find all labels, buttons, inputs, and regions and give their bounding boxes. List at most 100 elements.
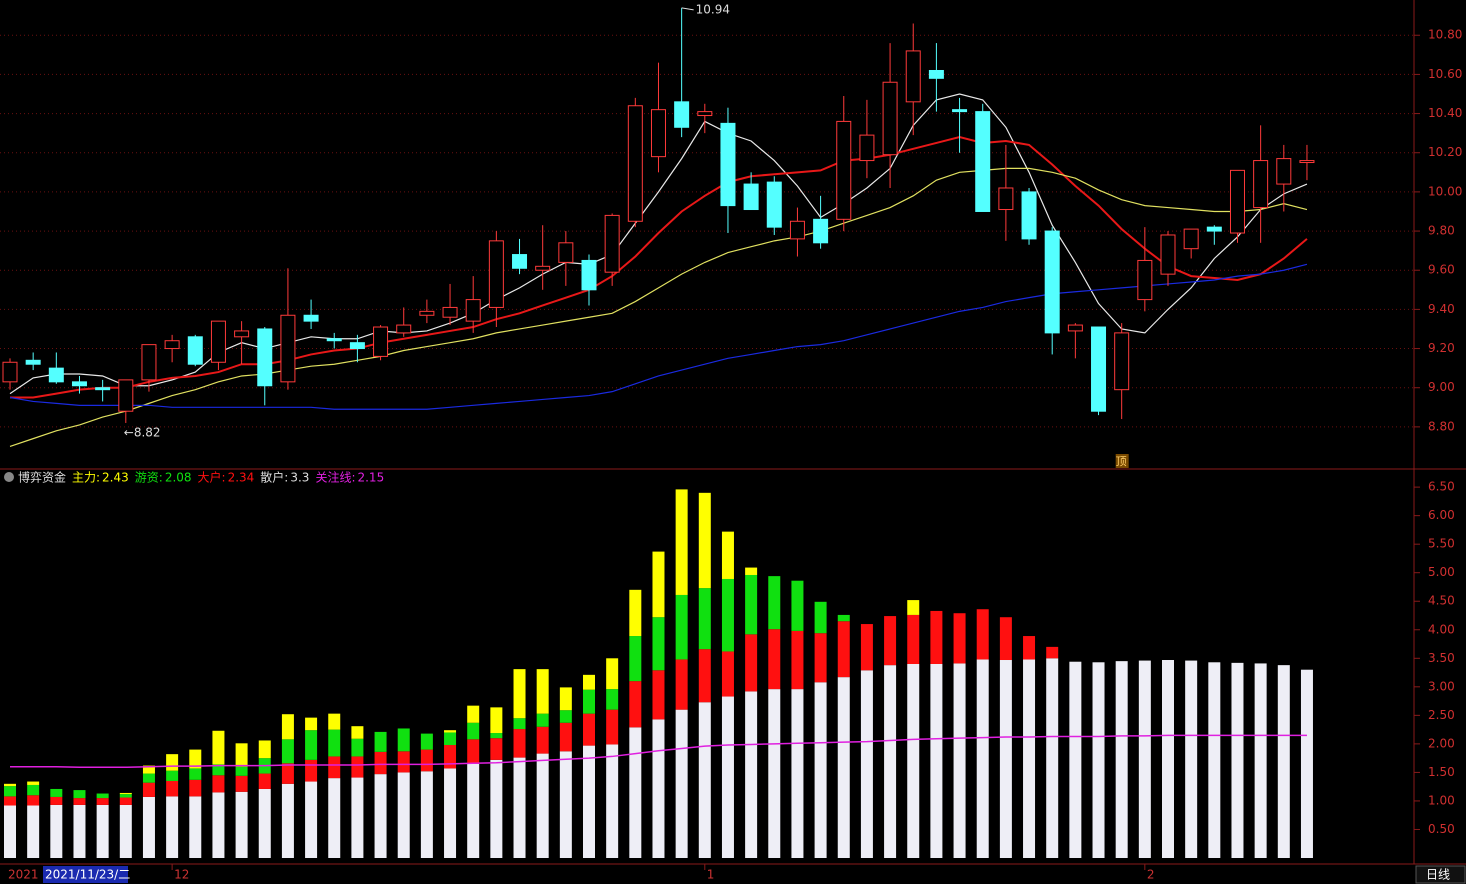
- bar-segment: [745, 567, 758, 575]
- bar-segment: [745, 691, 758, 858]
- bar-segment: [583, 689, 595, 714]
- bar-segment: [629, 636, 642, 682]
- y-tick-label: 3.00: [1428, 679, 1455, 693]
- bar-segment: [490, 707, 503, 734]
- bar-segment: [50, 788, 63, 797]
- bar-segment: [27, 784, 40, 796]
- bar-segment: [1277, 665, 1290, 858]
- bar-segment: [1162, 660, 1174, 858]
- y-tick-label: 1.00: [1428, 793, 1455, 807]
- bar-segment: [189, 768, 202, 780]
- bar-segment: [1300, 669, 1313, 858]
- y-tick-label: 1.50: [1428, 765, 1455, 779]
- bar-segment: [119, 792, 132, 795]
- y-tick-label: 6.50: [1428, 480, 1455, 494]
- bar-segment: [258, 773, 271, 789]
- bar-segment: [536, 669, 549, 714]
- y-tick-label: 9.00: [1428, 380, 1455, 394]
- bar-segment: [27, 781, 40, 785]
- candle-body: [650, 109, 666, 158]
- candle-body: [905, 50, 921, 103]
- candle-body: [1091, 326, 1107, 412]
- bar-segment: [467, 763, 480, 858]
- bar-segment: [652, 551, 665, 618]
- bar-segment: [351, 738, 364, 757]
- y-tick-label: 5.00: [1428, 565, 1455, 579]
- candle-body: [71, 381, 87, 387]
- bar-segment: [4, 786, 16, 797]
- bar-segment: [745, 634, 758, 692]
- y-tick-label: 9.80: [1428, 224, 1455, 238]
- bar-segment: [490, 738, 503, 760]
- legend-value: 2.08: [165, 471, 192, 485]
- bar-segment: [814, 601, 827, 634]
- bar-segment: [675, 594, 688, 660]
- y-tick-label: 9.60: [1428, 263, 1455, 277]
- candle-body: [535, 265, 551, 271]
- bar-segment: [559, 751, 572, 858]
- bar-segment: [281, 739, 294, 764]
- candle-body: [743, 183, 759, 211]
- max-label: 10.94: [696, 2, 730, 16]
- candle-body: [419, 310, 435, 316]
- bar-segment: [212, 775, 225, 793]
- candle-body: [234, 330, 250, 338]
- bar-segment: [629, 727, 642, 858]
- candle-body: [836, 120, 852, 220]
- moving-average: [9, 167, 1308, 448]
- candle-body: [2, 361, 18, 383]
- bar-segment: [513, 757, 526, 858]
- bar-segment: [791, 630, 804, 690]
- max-pointer: [681, 7, 694, 11]
- period-button[interactable]: [1415, 865, 1466, 884]
- legend-name: 大户:: [198, 470, 226, 485]
- y-tick-label: 9.40: [1428, 302, 1455, 316]
- bar-segment: [444, 745, 457, 769]
- bar-segment: [837, 614, 850, 622]
- candle-body: [280, 314, 296, 383]
- bar-segment: [96, 798, 109, 805]
- x-tick-label: 12: [174, 868, 189, 882]
- bar-segment: [999, 617, 1012, 661]
- candle-body: [1114, 332, 1130, 391]
- bar-segment: [698, 649, 711, 703]
- bar-segment: [142, 773, 155, 783]
- bar-segment: [374, 731, 387, 752]
- bar-segment: [119, 794, 132, 798]
- candle-body: [859, 134, 875, 162]
- bar-segment: [50, 796, 63, 805]
- legend-name: 主力:: [72, 471, 100, 485]
- bar-segment: [328, 713, 341, 730]
- bar-segment: [1185, 660, 1198, 858]
- collapse-icon[interactable]: [4, 472, 14, 482]
- bar-segment: [1046, 646, 1059, 659]
- legend-name: 关注线:: [315, 470, 355, 485]
- bar-segment: [907, 600, 920, 615]
- candle-body: [512, 254, 528, 269]
- candle-body: [1229, 169, 1245, 234]
- candle-body: [373, 326, 389, 357]
- candle-body: [1160, 234, 1176, 275]
- bar-segment: [536, 753, 549, 858]
- candle-body: [349, 342, 365, 350]
- bar-segment: [467, 722, 480, 740]
- y-tick-label: 10.20: [1428, 145, 1462, 159]
- cursor-date-box: [43, 866, 128, 883]
- bar-segment: [860, 670, 873, 858]
- indicator-title: 博弈资金: [18, 470, 66, 485]
- bar-segment: [999, 660, 1012, 858]
- y-tick-label: 6.00: [1428, 508, 1455, 522]
- bar-segment: [281, 763, 294, 784]
- bar-segment: [1023, 659, 1036, 858]
- bar-segment: [467, 705, 480, 723]
- period[interactable]: 日线: [1426, 868, 1450, 882]
- candle-body: [396, 324, 412, 334]
- bar-segment: [374, 774, 387, 858]
- candle-body: [442, 306, 458, 318]
- y-tick-label: 0.50: [1428, 822, 1455, 836]
- candle-body: [952, 109, 968, 113]
- bar-segment: [281, 783, 294, 858]
- bar-segment: [73, 804, 86, 858]
- bar-segment: [119, 804, 132, 858]
- bar-segment: [675, 709, 688, 858]
